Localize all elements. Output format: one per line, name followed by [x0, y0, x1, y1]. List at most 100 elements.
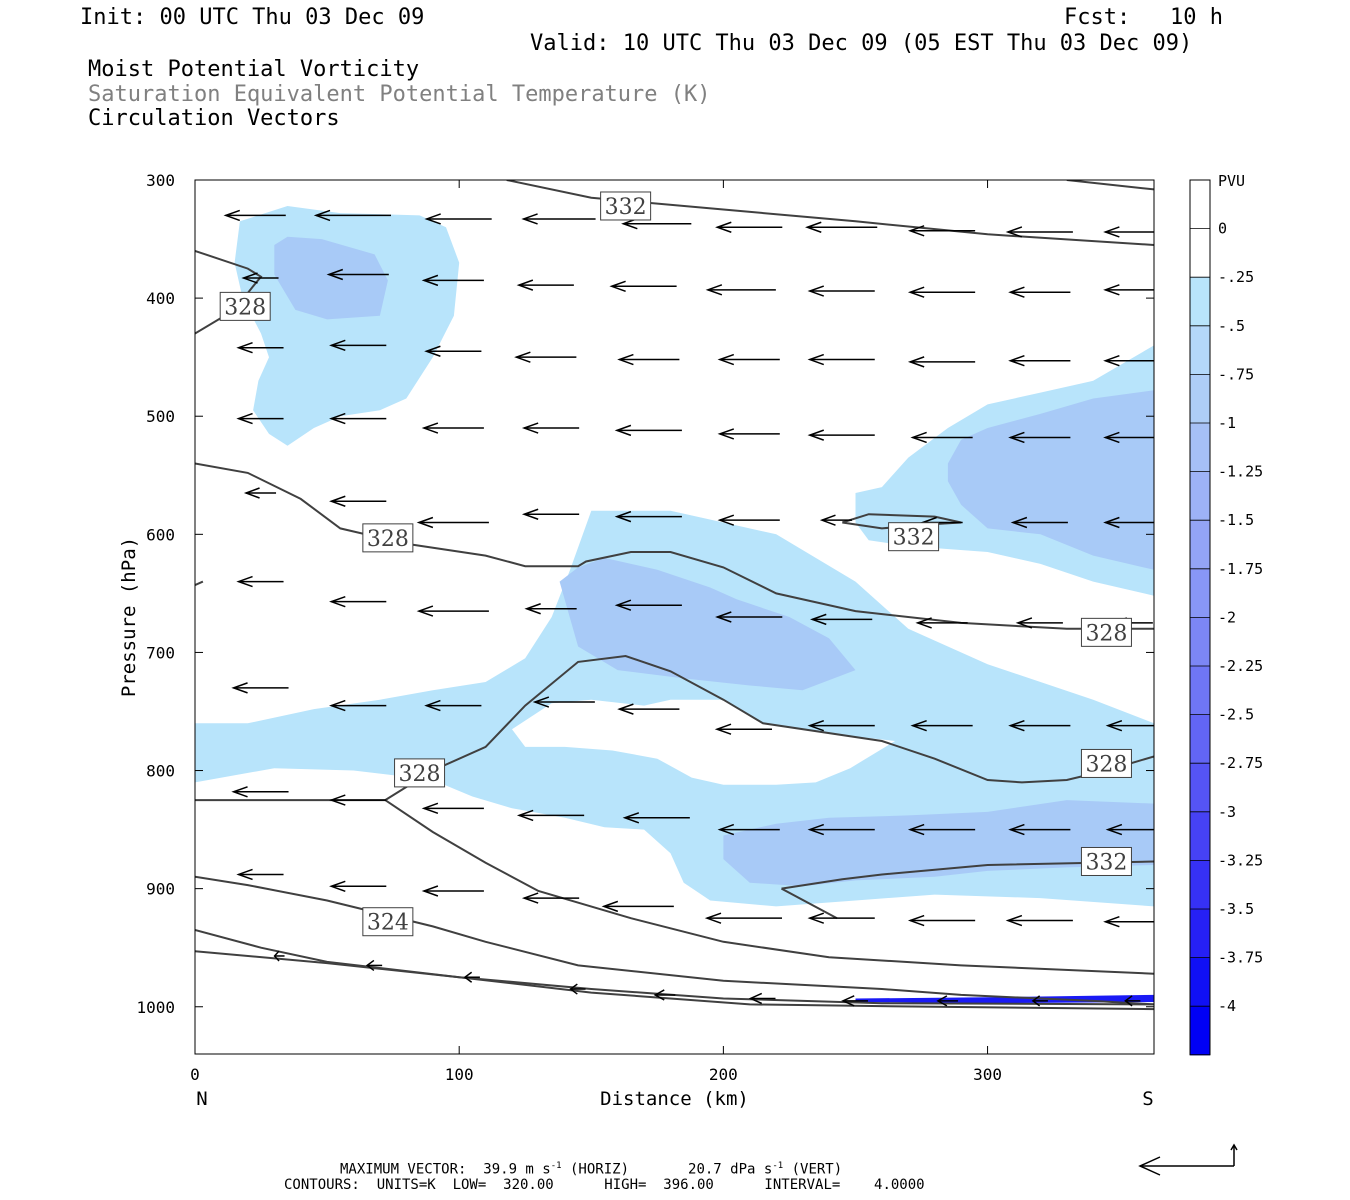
north-end-label: N	[196, 1088, 207, 1110]
circulation-vector	[521, 422, 580, 434]
vector-head	[521, 892, 539, 904]
mpv-region-4	[559, 557, 856, 691]
circulation-vector	[329, 339, 387, 352]
field-label-mpv: Moist Potential Vorticity	[88, 57, 420, 82]
colorbar-swatch	[1190, 471, 1210, 521]
thetae-contour-line	[781, 860, 1154, 890]
colorbar-level-label: -4	[1218, 997, 1236, 1015]
colorbar-swatch	[1190, 957, 1210, 1007]
thetae-contour-line	[195, 950, 1154, 1011]
horiz-unit-exponent: -1	[550, 1161, 562, 1171]
circulation-vector	[841, 995, 868, 1007]
south-end-label: S	[1142, 1088, 1153, 1110]
circulation-vector	[329, 880, 387, 892]
vector-head	[717, 428, 735, 440]
circulation-vectors	[223, 209, 1154, 1007]
circulation-vector	[614, 424, 682, 437]
circulation-vector	[805, 221, 878, 233]
colorbar-swatch	[1190, 617, 1210, 667]
contour-label-box	[394, 758, 446, 788]
circulation-vector	[223, 209, 286, 222]
contour-label: 328	[219, 291, 271, 321]
circulation-vector	[704, 912, 783, 924]
vector-head	[236, 342, 253, 354]
circulation-vector	[424, 699, 482, 712]
contour-label: 332	[1080, 846, 1132, 876]
colorbar-level-label: -.5	[1218, 317, 1245, 335]
vector-head	[329, 495, 346, 507]
vector-head	[236, 868, 253, 881]
vector-head	[910, 431, 927, 444]
circulation-vector	[313, 209, 392, 222]
vector-head	[807, 353, 825, 366]
vector-head	[807, 285, 825, 297]
circulation-vector	[416, 516, 489, 529]
vector-head	[463, 971, 473, 983]
colorbar-level-label: -3	[1218, 803, 1236, 821]
circulation-vector	[329, 595, 387, 608]
colorbar-swatch	[1190, 277, 1210, 327]
colorbar-swatch	[1190, 909, 1210, 959]
circulation-vector	[717, 353, 780, 366]
vector-head	[313, 209, 331, 222]
circulation-vector	[521, 892, 580, 904]
mpv-region-3	[512, 699, 896, 785]
circulation-vector	[936, 995, 958, 1007]
contour-label-box	[1080, 617, 1132, 647]
mpv-region-7	[947, 390, 1154, 570]
circulation-vector	[1008, 719, 1071, 732]
vector-head	[273, 950, 280, 962]
y-tick-label: 1000	[136, 998, 175, 1017]
circulation-vector	[705, 284, 776, 296]
circulation-vector	[236, 412, 284, 425]
vector-head	[329, 699, 346, 712]
vector-head	[907, 225, 925, 237]
vector-head	[329, 595, 346, 608]
circulation-vector	[717, 823, 780, 836]
thetae-contour-line	[195, 875, 1154, 1006]
vector-head	[1103, 354, 1120, 367]
vector-head	[936, 995, 948, 1007]
circulation-vector	[329, 495, 387, 507]
y-axis-title: Pressure (hPa)	[118, 537, 140, 697]
vector-head	[243, 487, 260, 499]
vector-head	[715, 611, 732, 623]
vector-head	[622, 812, 640, 824]
vector-head	[1031, 995, 1041, 1007]
contour-label: 328	[394, 758, 446, 788]
vector-head	[915, 617, 932, 629]
vector-head	[907, 286, 925, 298]
vector-head	[1005, 226, 1023, 238]
circulation-vector	[1105, 719, 1154, 732]
colorbar-title: PVU	[1218, 172, 1245, 190]
y-tick-label: 500	[146, 407, 175, 426]
circulation-vector	[236, 868, 284, 881]
vector-head	[614, 424, 632, 437]
vector-head	[704, 912, 722, 924]
colorbar-swatch	[1190, 228, 1210, 278]
colorbar-swatch	[1190, 568, 1210, 618]
circulation-vector	[807, 353, 875, 366]
vector-head	[421, 274, 439, 287]
vector-head	[1010, 516, 1028, 529]
vector-head	[521, 422, 539, 434]
colorbar-swatch	[1190, 325, 1210, 375]
vector-head	[907, 356, 925, 368]
vector-head	[1124, 995, 1133, 1007]
vector-head	[807, 912, 825, 924]
vector-head	[223, 209, 241, 222]
thetae-contour-line	[506, 180, 1154, 246]
circulation-vector	[1010, 516, 1068, 529]
vector-head	[1005, 914, 1023, 927]
colorbar-level-label: -1	[1218, 414, 1236, 432]
circulation-vector	[614, 510, 682, 523]
vector-head	[421, 422, 439, 434]
circulation-vector	[807, 285, 875, 297]
vector-head	[326, 268, 344, 281]
circulation-vector	[421, 802, 484, 815]
circulation-vector	[273, 950, 285, 962]
vector-head	[231, 682, 248, 694]
colorbar-level-label: -2.5	[1218, 706, 1254, 724]
contour-label-text: 324	[367, 911, 409, 936]
circulation-vector	[807, 912, 875, 924]
